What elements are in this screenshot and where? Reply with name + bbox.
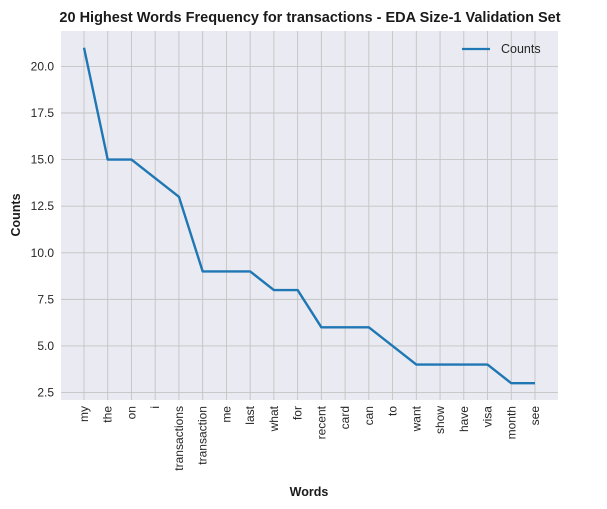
- x-tick-label: what: [267, 405, 281, 432]
- x-tick-label: show: [433, 406, 447, 434]
- x-tick-label: have: [457, 406, 471, 432]
- x-tick-label: transactions: [172, 406, 186, 471]
- x-tick-label: want: [409, 405, 423, 432]
- y-tick-label: 15.0: [31, 153, 55, 167]
- x-tick-label: the: [101, 406, 115, 423]
- y-tick-label: 2.5: [37, 386, 54, 400]
- x-tick-label: can: [362, 406, 376, 425]
- series-line-counts: [82, 47, 535, 385]
- y-tick-label: 10.0: [31, 246, 55, 260]
- legend-label-counts: Counts: [501, 42, 541, 56]
- x-tick-label: last: [243, 405, 257, 424]
- x-ticks: my the on i transactions transaction me last wha…: [77, 405, 542, 470]
- y-ticks: 2.5 5.0 7.5 10.0 12.5 15.0 17.5 20.0: [31, 59, 55, 399]
- series-layer: [82, 47, 536, 385]
- x-tick-label: for: [291, 406, 305, 420]
- x-tick-label: visa: [481, 406, 495, 428]
- x-tick-label: on: [124, 406, 138, 419]
- x-tick-label: recent: [314, 405, 328, 439]
- y-tick-label: 7.5: [37, 292, 54, 306]
- legend: Counts: [462, 42, 541, 56]
- y-tick-label: 17.5: [31, 106, 55, 120]
- y-tick-label: 5.0: [37, 339, 54, 353]
- plot-area: [61, 31, 558, 400]
- y-tick-label: 20.0: [31, 59, 55, 73]
- grid-lines: [61, 31, 558, 400]
- x-tick-label: month: [504, 406, 518, 439]
- x-axis-title: Words: [290, 485, 329, 499]
- x-tick-label: me: [219, 406, 233, 423]
- x-tick-label: see: [528, 406, 542, 426]
- x-tick-label: card: [338, 406, 352, 429]
- y-axis-title: Counts: [9, 193, 23, 236]
- x-tick-label: i: [148, 406, 162, 409]
- y-tick-label: 12.5: [31, 199, 55, 213]
- chart-title: 20 Highest Words Frequency for transacti…: [59, 10, 560, 26]
- x-tick-label: my: [77, 406, 91, 422]
- x-tick-label: to: [386, 406, 400, 416]
- x-tick-label: transaction: [196, 406, 210, 465]
